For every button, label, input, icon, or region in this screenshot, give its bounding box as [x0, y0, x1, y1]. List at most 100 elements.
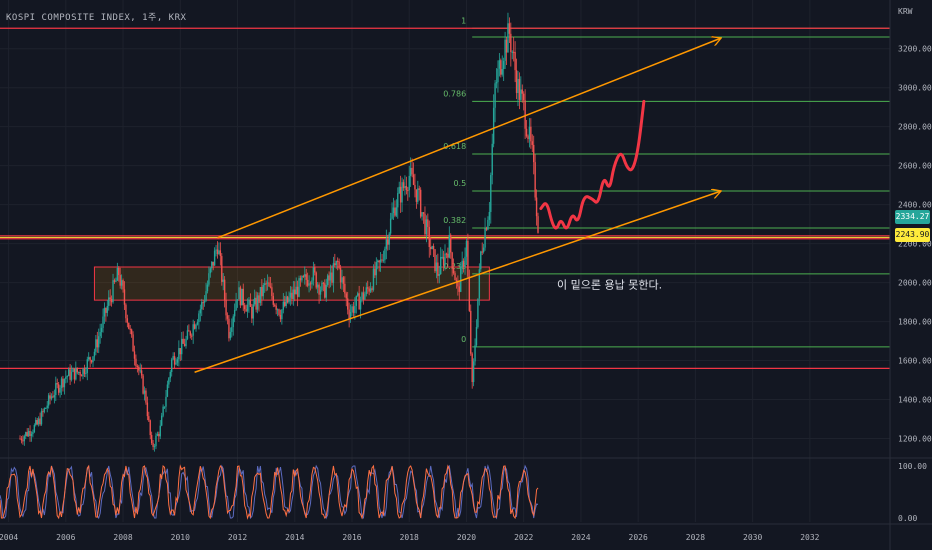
candle-body	[498, 60, 501, 69]
candle-body	[311, 280, 313, 285]
candle-body	[445, 253, 448, 255]
candle-body	[442, 256, 445, 266]
candle-body	[428, 226, 430, 248]
candle-body	[324, 283, 326, 298]
candle-body	[57, 384, 60, 393]
candle-body	[332, 263, 335, 283]
candle-body	[455, 280, 458, 282]
candle-body	[435, 262, 438, 272]
candle-body	[415, 189, 418, 202]
candle-body	[92, 356, 94, 363]
candle-body	[372, 268, 375, 290]
candle-body	[412, 174, 415, 185]
x-tick-label: 2006	[56, 533, 75, 542]
candle-body	[253, 297, 256, 305]
candle-body	[266, 282, 269, 284]
candle-body	[79, 371, 81, 376]
candle-body	[480, 251, 482, 270]
candle-body	[233, 310, 236, 317]
candle-body	[238, 287, 240, 300]
candle-body	[504, 39, 506, 61]
candle-body	[336, 260, 339, 262]
candle-body	[462, 260, 465, 268]
candle-body	[349, 311, 352, 320]
candle-body	[62, 378, 64, 388]
candle-body	[319, 290, 322, 295]
x-tick-label: 2004	[0, 533, 18, 542]
candle-body	[188, 330, 190, 332]
candle-body	[477, 298, 479, 328]
candle-body	[419, 189, 422, 217]
candle-body	[534, 162, 536, 198]
candle-body	[525, 128, 528, 137]
candle-body	[339, 267, 342, 283]
candle-body	[36, 420, 38, 425]
candle-body	[425, 219, 428, 235]
candle-body	[178, 348, 180, 360]
candle-body	[60, 378, 63, 389]
candle-body	[315, 272, 317, 288]
candle-body	[46, 405, 48, 408]
candle-body	[384, 248, 386, 260]
candle-body	[284, 301, 286, 306]
candle-body	[262, 285, 264, 297]
candle-body	[495, 82, 498, 84]
candle-body	[232, 316, 234, 328]
candle-body	[379, 259, 382, 263]
candle-body	[294, 289, 296, 295]
candle-body	[37, 418, 40, 425]
candle-body	[488, 211, 491, 220]
candle-body	[328, 275, 330, 281]
candle-body	[158, 433, 160, 437]
candle-body	[165, 396, 167, 407]
candle-body	[441, 256, 443, 258]
candle-body	[321, 282, 323, 291]
candle-body	[69, 369, 71, 380]
candle-body	[112, 280, 114, 303]
candle-body	[528, 126, 531, 140]
candle-body	[378, 260, 380, 263]
candle-body	[118, 267, 120, 276]
candle-body	[512, 51, 515, 53]
forecast-path	[539, 99, 646, 230]
candle-body	[70, 371, 73, 380]
candle-body	[279, 314, 282, 320]
candle-body	[527, 136, 529, 140]
candle-body	[156, 433, 159, 436]
candle-body	[86, 359, 88, 373]
candle-body	[120, 280, 123, 286]
candle-body	[216, 249, 219, 254]
candle-body	[23, 436, 26, 442]
candle-body	[371, 288, 373, 290]
candle-body	[502, 60, 505, 70]
candle-body	[292, 289, 295, 299]
candle-body	[98, 336, 100, 348]
candle-body	[218, 250, 220, 254]
candle-body	[239, 287, 242, 306]
candle-body	[181, 338, 183, 355]
candle-body	[361, 292, 363, 300]
candle-body	[102, 316, 104, 328]
candle-body	[447, 253, 449, 258]
candle-body	[166, 384, 169, 397]
candle-body	[195, 324, 197, 329]
candle-body	[533, 144, 535, 163]
y-tick-label: 2000.00	[898, 279, 932, 288]
candle-body	[193, 324, 196, 329]
candle-body	[67, 369, 70, 377]
candle-body	[39, 418, 41, 425]
candle-body	[146, 402, 149, 417]
candle-body	[229, 331, 232, 339]
candle-body	[149, 420, 151, 436]
candle-body	[424, 213, 426, 235]
candle-body	[405, 185, 408, 191]
candle-body	[258, 295, 260, 303]
candle-body	[186, 330, 189, 339]
candle-body	[289, 292, 292, 298]
y-tick-label: 2800.00	[898, 123, 932, 132]
candle-body	[80, 375, 83, 377]
y-tick-label: 2600.00	[898, 162, 932, 171]
annotation-text: 이 밑으론 용납 못한다.	[557, 279, 662, 292]
candle-body	[530, 126, 532, 142]
candle-body	[130, 329, 133, 335]
